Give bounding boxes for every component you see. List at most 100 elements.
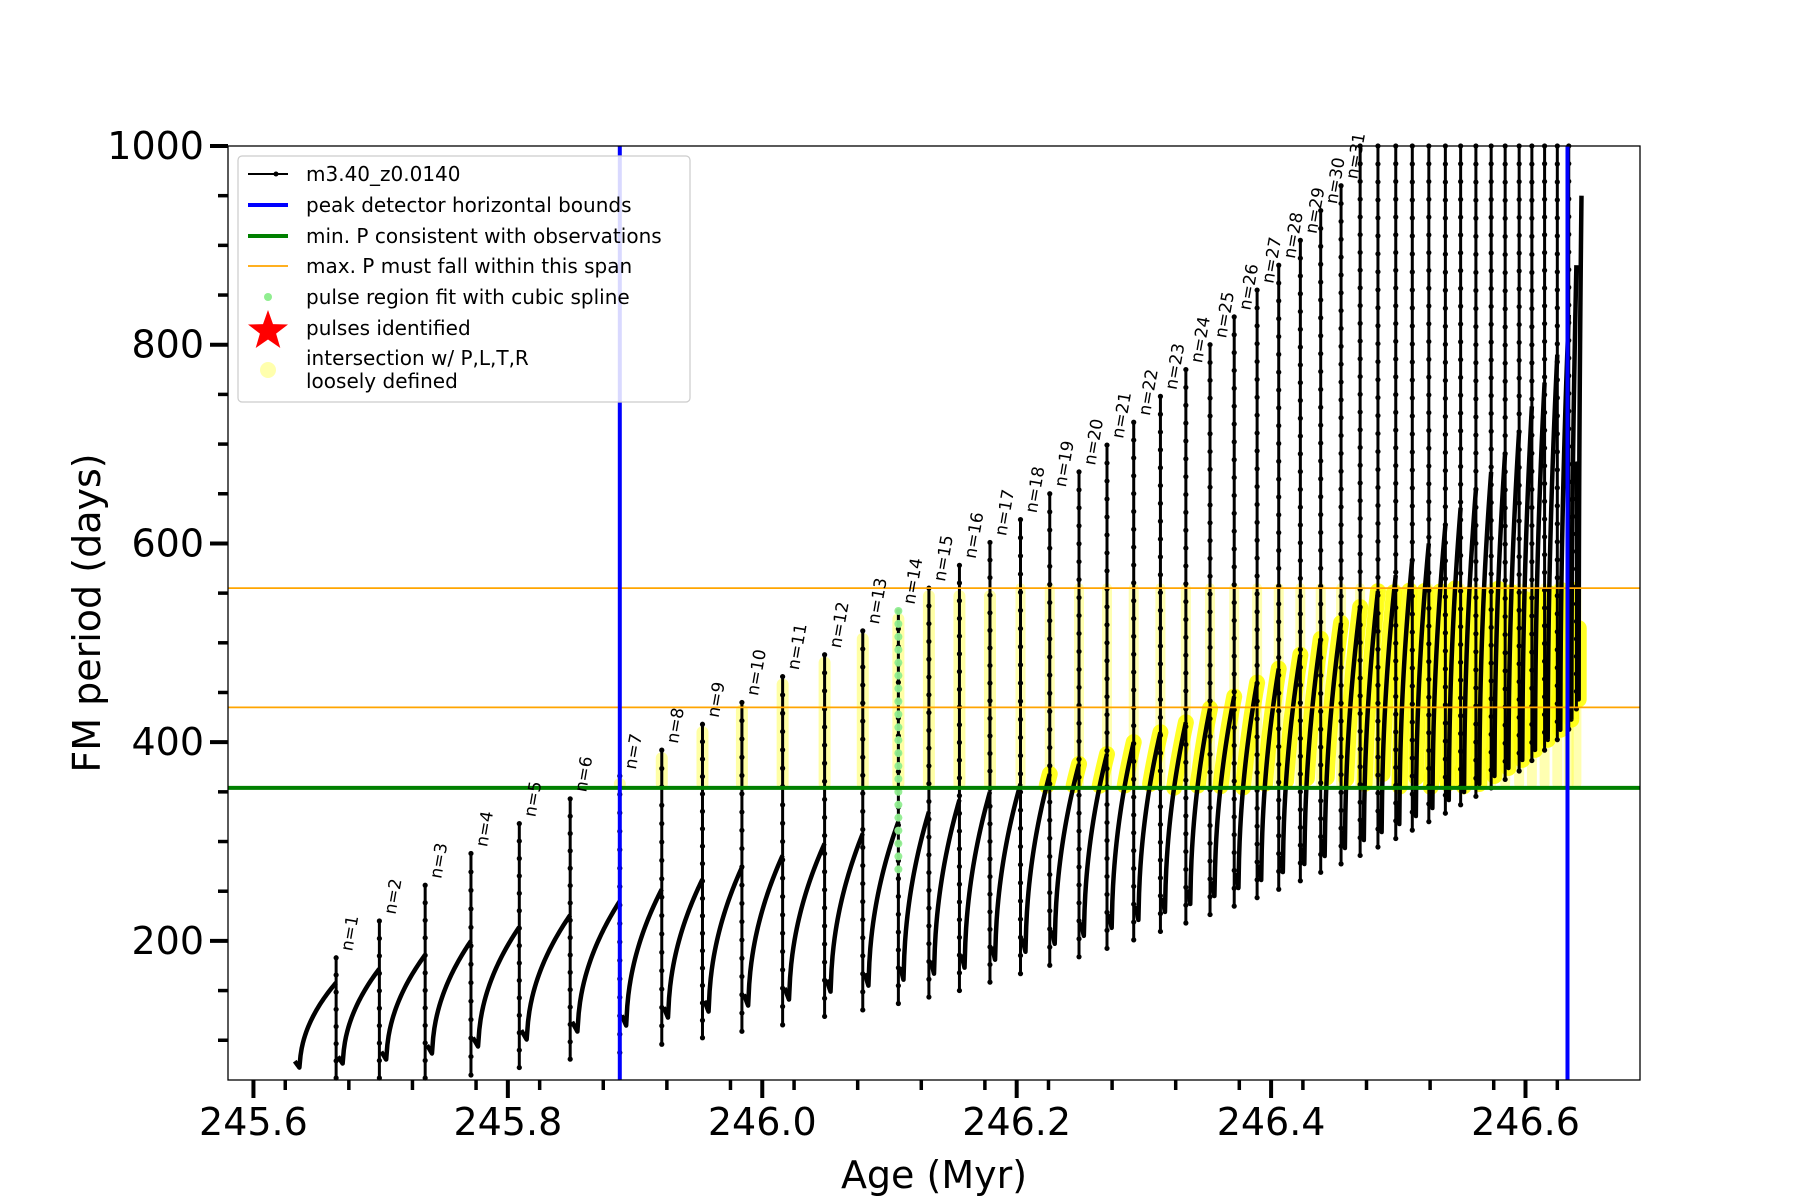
pulse-point [1541,303,1548,309]
pulse-point [1541,498,1548,504]
pulse-point [376,953,382,959]
pulse-point [1554,305,1560,311]
pulse-point [699,1000,706,1006]
pulse-point [1104,532,1110,538]
legend-label: max. P must fall within this span [306,254,632,278]
pulse-point [1393,747,1399,753]
y-tick-label: 1000 [107,124,204,168]
pulse-point [926,603,932,609]
pulse-point [333,1023,339,1030]
pulse-point [1357,498,1363,504]
pulse-point [1529,215,1535,221]
pulse-point [1338,647,1344,653]
pulse-point [1338,361,1344,367]
pulse-point [1554,485,1560,491]
pulse-curve [1209,696,1237,899]
pulse-point [333,1006,339,1012]
pulse-point [1157,643,1164,649]
pulse-point [1157,607,1164,614]
pulse-point [1357,462,1363,468]
pulse-point [822,832,828,839]
pulse-point [659,839,665,845]
pulse-point [1573,478,1579,485]
pulse-point [1541,214,1548,220]
pulse-point [422,1075,428,1081]
pulse-point [860,935,866,941]
pulse-point [1442,377,1448,384]
pulse-point [1409,719,1415,725]
pulse-point [1157,554,1164,560]
pulse-point [1426,178,1432,185]
pulse-point [1276,530,1282,536]
pulse-point [1488,713,1494,720]
pulse-point [1554,323,1560,329]
pulse-point [987,926,993,932]
pulse-point [699,721,706,727]
pulse-point [1017,535,1024,541]
pulse-point [1297,753,1303,759]
pulse-point [1276,405,1282,411]
legend-label: loosely defined [306,369,458,393]
pulse-point [1488,286,1494,292]
pulse-point [659,857,665,864]
pulse-point [1393,551,1399,558]
pulse-point [1017,898,1024,904]
pulse-point [987,592,993,598]
pulse-point [1017,934,1024,940]
pulse-point [1409,755,1415,761]
pulse-point [1409,773,1415,779]
pulse-point [1502,758,1508,764]
pulse-point [1541,676,1548,682]
pulse-point [1426,676,1432,683]
pulse-point [1254,769,1260,776]
pulse-label: n=5 [521,780,547,819]
pulse-point [739,791,745,797]
pulse-point [1017,843,1024,850]
pulse-point [1393,605,1399,611]
pulse-point [1458,161,1464,167]
pulse-point [1276,619,1282,625]
pulse-point [1017,662,1024,668]
pulse-point [1442,215,1448,221]
pulse-point [1047,726,1053,733]
pulse-point [1183,777,1189,783]
pulse-point [1131,830,1137,836]
pulse-point [1157,911,1164,917]
pulse-point [1276,316,1282,322]
pulse-point [1076,846,1082,852]
pulse-point [1183,831,1189,837]
pulse-point [1076,828,1082,834]
pulse-point [1104,909,1110,915]
pulse-point [1338,254,1344,260]
pulse-point [1318,207,1324,214]
pulse-point [1442,305,1448,311]
pulse-point [1017,517,1024,523]
pulse-point [1276,868,1282,874]
pulse-point [1157,875,1164,881]
pulse-point [1409,809,1415,815]
legend-swatch-dot [264,293,272,301]
pulse-point [1409,341,1415,347]
pulse-point [1047,672,1053,678]
pulse-point [1076,810,1082,816]
pulse-point [1338,272,1344,278]
pulse-curve [1256,668,1281,883]
pulse-point [659,821,665,827]
pulse-point [659,1004,665,1011]
pulse-point [1207,520,1213,526]
pulse-point [1231,635,1237,641]
pulse-point [1488,268,1494,274]
pulse-point [1131,562,1137,568]
pulse-point [1047,708,1053,714]
pulse-point [1375,808,1381,814]
pulse-point [1254,644,1260,651]
pulse-point [333,1075,339,1081]
pulse-point [1426,338,1432,345]
pulse-point [1473,667,1479,673]
pulse-point [1183,581,1189,587]
pulse-point [1529,504,1535,511]
pulse-point [699,895,706,902]
pulse-point [1047,618,1053,624]
pulse-point [1183,902,1189,908]
